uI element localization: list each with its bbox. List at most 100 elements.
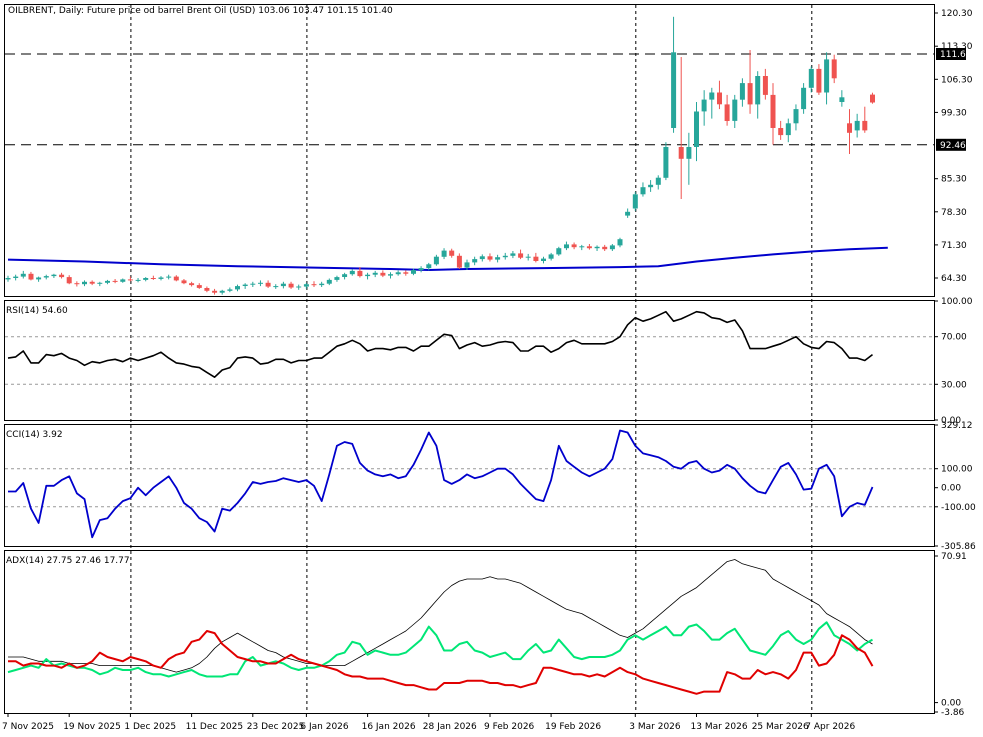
support-price-box bbox=[936, 138, 966, 151]
rsi-pane-title: RSI(14) 54.60 bbox=[6, 306, 68, 316]
candle-body bbox=[724, 104, 730, 121]
x-tick-label: 1 Dec 2025 bbox=[124, 722, 176, 732]
candle-body bbox=[655, 177, 661, 185]
candle-body bbox=[372, 272, 378, 275]
cci-pane-title: CCI(14) 3.92 bbox=[6, 430, 63, 440]
candle-body bbox=[120, 279, 126, 282]
candle-body bbox=[495, 257, 501, 260]
price-tick-label: 99.30 bbox=[941, 108, 967, 118]
candle-body bbox=[747, 83, 753, 105]
candle-body bbox=[579, 246, 585, 248]
adx-tick-label: 70.91 bbox=[941, 552, 967, 562]
candle-body bbox=[36, 277, 42, 280]
candle-body bbox=[862, 120, 868, 131]
candle-body bbox=[426, 264, 432, 269]
candle-body bbox=[564, 244, 569, 249]
cci-pane-frame bbox=[4, 424, 935, 547]
x-tick-label: 19 Feb 2026 bbox=[545, 722, 601, 732]
candle-body bbox=[403, 272, 409, 274]
candle-body bbox=[59, 274, 65, 278]
candle-body bbox=[74, 283, 80, 285]
candle-body bbox=[196, 285, 202, 288]
cci-tick-label: 329.12 bbox=[941, 421, 973, 431]
rsi-line bbox=[7, 310, 873, 379]
adx-tick-label: -3.86 bbox=[941, 708, 965, 718]
x-tick-label: 19 Nov 2025 bbox=[63, 722, 121, 732]
price-tick-label: 113.30 bbox=[941, 42, 973, 52]
candle-body bbox=[418, 268, 424, 270]
candle-body bbox=[326, 279, 332, 284]
x-tick-label: 23 Dec 2025 bbox=[247, 722, 304, 732]
candle-body bbox=[510, 253, 516, 256]
candle-body bbox=[625, 211, 631, 216]
candle-body bbox=[762, 76, 768, 95]
candle-body bbox=[464, 262, 470, 268]
x-tick-label: 7 Nov 2025 bbox=[2, 722, 54, 732]
candle-body bbox=[395, 272, 401, 275]
price-horizontal-lines bbox=[5, 53, 934, 146]
x-tick-label: 28 Jan 2026 bbox=[423, 722, 477, 732]
candle-body bbox=[441, 250, 447, 257]
moving-average-layer bbox=[7, 246, 888, 272]
cci-line bbox=[8, 429, 874, 539]
candle-body bbox=[456, 255, 462, 268]
price-pane-title: OILBRENT, Daily: Future price od barrel … bbox=[8, 6, 393, 16]
candle-body bbox=[640, 187, 646, 195]
candle-body bbox=[801, 87, 807, 110]
candle-body bbox=[739, 83, 745, 100]
support-price-label: 92.46 bbox=[940, 141, 966, 151]
candle-body bbox=[671, 52, 677, 128]
candle-body bbox=[793, 109, 799, 124]
candle-body bbox=[831, 59, 837, 79]
candle-body bbox=[66, 277, 72, 284]
candle-body bbox=[349, 270, 355, 275]
candle-body bbox=[533, 256, 539, 261]
candle-body bbox=[770, 94, 776, 128]
price-pane-frame bbox=[4, 4, 935, 297]
rsi-tick-label: 70.00 bbox=[941, 333, 967, 343]
candle-body bbox=[135, 279, 141, 281]
price-tick-label: 64.30 bbox=[941, 274, 967, 284]
candle-body bbox=[586, 246, 592, 249]
candle-body bbox=[258, 282, 263, 284]
candle-body bbox=[380, 272, 386, 276]
candle-body bbox=[755, 76, 761, 105]
candle-body bbox=[20, 273, 26, 277]
price-tick-label: 71.30 bbox=[941, 241, 967, 251]
candle-body bbox=[602, 246, 608, 250]
candle-body bbox=[694, 111, 699, 147]
resistance-price-box bbox=[936, 48, 966, 60]
candle-body bbox=[502, 255, 508, 258]
candles-layer bbox=[5, 16, 875, 295]
candle-body bbox=[663, 147, 669, 178]
candle-body bbox=[388, 274, 393, 276]
cci-tick-label: -100.00 bbox=[941, 503, 976, 513]
resistance-price-label: 111.65 bbox=[940, 50, 972, 60]
candle-body bbox=[816, 68, 822, 93]
candle-body bbox=[678, 147, 684, 159]
candle-body bbox=[648, 184, 654, 188]
adx-tick-label: 0.00 bbox=[941, 699, 961, 709]
candle-body bbox=[632, 194, 638, 209]
candle-body bbox=[189, 283, 195, 286]
candle-body bbox=[250, 283, 256, 285]
candle-body bbox=[870, 94, 875, 103]
candle-body bbox=[296, 286, 302, 288]
cci-tick-label: 100.00 bbox=[941, 465, 973, 475]
candle-body bbox=[854, 120, 860, 131]
candle-body bbox=[433, 256, 439, 265]
cci-tick-label: 0.00 bbox=[941, 484, 961, 494]
rsi-pane-frame bbox=[4, 300, 935, 421]
candle-body bbox=[839, 97, 845, 102]
candle-body bbox=[449, 250, 455, 256]
candle-body bbox=[227, 289, 233, 291]
candle-body bbox=[717, 92, 722, 105]
candle-body bbox=[5, 278, 11, 280]
candle-body bbox=[365, 274, 371, 277]
candle-body bbox=[357, 270, 363, 277]
candle-body bbox=[824, 59, 830, 93]
x-tick-label: 6 Jan 2026 bbox=[300, 722, 348, 732]
candle-body bbox=[235, 286, 240, 290]
candle-body bbox=[158, 277, 164, 279]
